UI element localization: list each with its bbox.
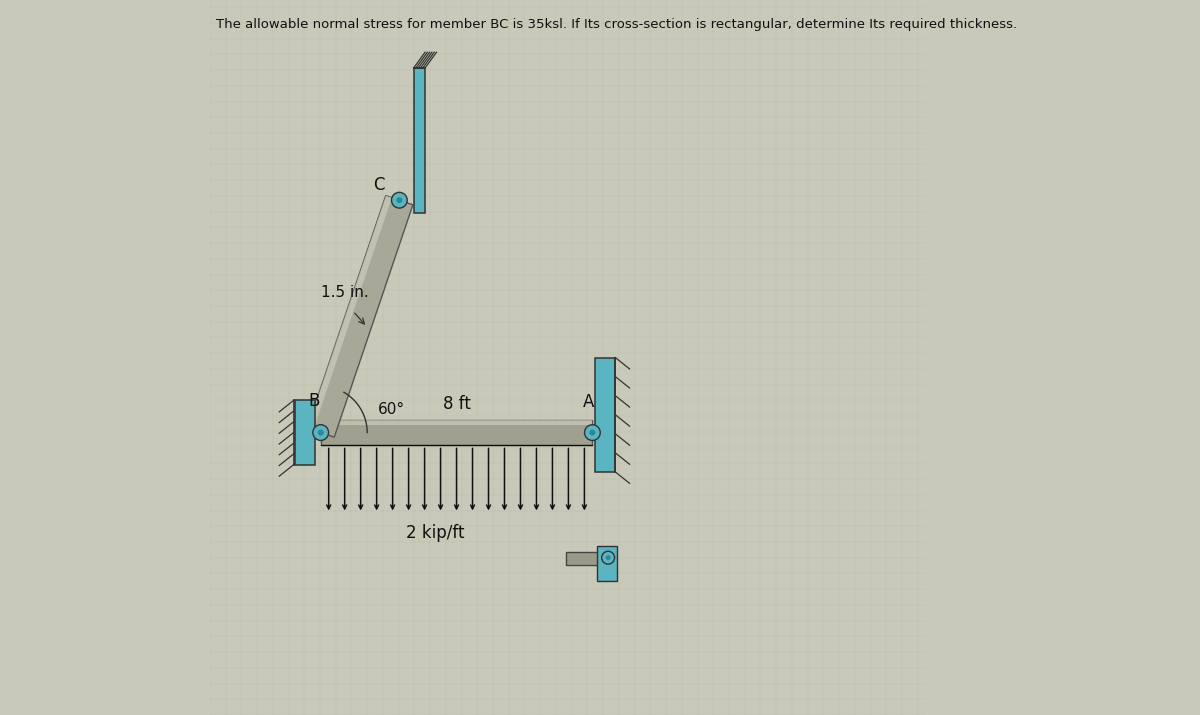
Bar — [595, 358, 616, 472]
Bar — [566, 552, 605, 565]
Text: 2 kip/ft: 2 kip/ft — [406, 524, 464, 542]
Circle shape — [589, 430, 595, 435]
Circle shape — [606, 556, 611, 560]
Bar — [414, 68, 425, 213]
Circle shape — [313, 425, 329, 440]
Polygon shape — [307, 196, 413, 437]
Text: A: A — [583, 393, 594, 411]
Circle shape — [391, 192, 407, 208]
Circle shape — [601, 551, 614, 564]
Text: 1.5 in.: 1.5 in. — [320, 285, 368, 300]
Text: 60°: 60° — [378, 402, 406, 417]
Circle shape — [318, 430, 324, 435]
Bar — [295, 400, 314, 465]
Circle shape — [396, 197, 402, 203]
Polygon shape — [320, 420, 593, 445]
Circle shape — [584, 425, 600, 440]
Bar — [596, 546, 617, 581]
Polygon shape — [320, 420, 593, 425]
Polygon shape — [307, 196, 392, 430]
Text: B: B — [308, 392, 319, 410]
Text: C: C — [373, 177, 385, 194]
Text: 8 ft: 8 ft — [443, 395, 470, 413]
Text: The allowable normal stress for member BC is 35ksl. If Its cross-section is rect: The allowable normal stress for member B… — [216, 18, 1016, 31]
